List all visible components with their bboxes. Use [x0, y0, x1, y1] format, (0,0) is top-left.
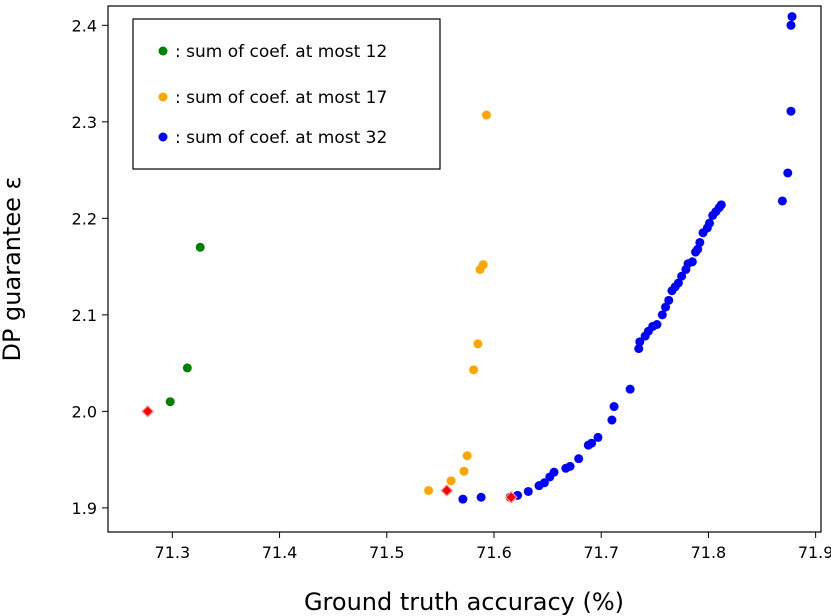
y-tick-label: 2.1 [72, 306, 97, 325]
x-tick-label: 71.7 [583, 543, 619, 562]
series-3-point [677, 271, 687, 281]
series-2-point [481, 110, 491, 120]
series-1-point [195, 242, 205, 252]
series-3-point [549, 467, 559, 477]
legend: : sum of coef. at most 12 : sum of coef.… [132, 18, 441, 170]
legend-label-series-3: : sum of coef. at most 32 [175, 128, 387, 148]
series-1-point [182, 363, 192, 373]
y-axis-title: DP guarantee ε [0, 176, 26, 361]
series-3-point [704, 218, 714, 228]
series-3-point [657, 310, 667, 320]
legend-marker-series-1 [158, 46, 168, 56]
series-3-point [607, 415, 617, 425]
series-3-point [574, 454, 584, 464]
series-2-point [424, 485, 434, 495]
legend-label-series-2: : sum of coef. at most 17 [175, 88, 387, 108]
x-axis-title: Ground truth accuracy (%) [304, 588, 624, 616]
series-3-point [634, 344, 644, 354]
y-tick-label: 2.2 [72, 209, 97, 228]
series-3-point [687, 257, 697, 267]
series-3-point [695, 237, 705, 247]
legend-label-series-1: : sum of coef. at most 12 [175, 42, 387, 62]
series-2-point [459, 466, 469, 476]
series-3-point [593, 432, 603, 442]
series-3-point [609, 402, 619, 412]
series-3-point [786, 106, 796, 116]
x-axis: 71.3 71.4 71.5 71.6 71.7 71.8 71.9 [155, 532, 831, 562]
legend-marker-series-3 [158, 132, 168, 142]
x-tick-label: 71.4 [262, 543, 298, 562]
x-tick-label: 71.6 [476, 543, 512, 562]
x-tick-label: 71.5 [369, 543, 405, 562]
series-2-point [469, 365, 479, 375]
x-tick-label: 71.8 [691, 543, 727, 562]
series-3-point [673, 278, 683, 288]
y-tick-label: 2.3 [72, 113, 97, 132]
series-3-point [787, 12, 797, 22]
highlight-diamond-point [440, 484, 454, 497]
highlighted-points [141, 405, 518, 504]
series-2-point [473, 339, 483, 349]
series-2-point [478, 260, 488, 270]
highlight-diamond-point [504, 490, 518, 504]
series-3-point [777, 196, 787, 206]
data-points [165, 12, 797, 504]
series-3-point [565, 461, 575, 471]
series-1-point [165, 397, 175, 407]
series-3-point [539, 478, 549, 488]
y-axis: 1.9 2.0 2.1 2.2 2.3 2.4 [72, 16, 108, 518]
series-3-point [625, 384, 635, 394]
series-3-point [716, 200, 726, 210]
x-tick-label: 71.9 [798, 543, 831, 562]
series-2-point [446, 476, 456, 486]
series-2-point [462, 451, 472, 461]
highlight-diamond-point [141, 405, 155, 418]
x-tick-label: 71.3 [155, 543, 191, 562]
series-3-point [635, 337, 645, 347]
series-3-point [786, 20, 796, 30]
series-3-point [664, 295, 674, 305]
y-tick-label: 2.4 [72, 16, 97, 35]
legend-marker-series-2 [158, 92, 168, 102]
series-3-point [476, 492, 486, 502]
series-3-point [458, 494, 468, 504]
legend-box [132, 18, 441, 170]
y-tick-label: 1.9 [72, 499, 97, 518]
y-tick-label: 2.0 [72, 402, 97, 421]
series-3-point [661, 302, 671, 312]
series-3-point [783, 168, 793, 178]
series-3-point [652, 319, 662, 329]
plot-frame [107, 5, 822, 533]
series-3-point [587, 438, 597, 448]
series-3-point [523, 486, 533, 496]
series-3-point [693, 244, 703, 254]
